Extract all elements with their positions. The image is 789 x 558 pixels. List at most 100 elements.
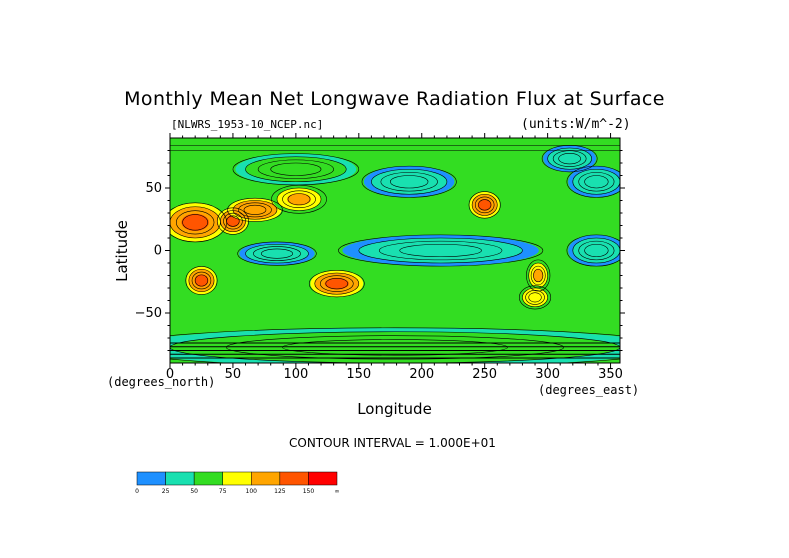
contour-line: [380, 172, 438, 192]
field-feature-tropical-atlantic: [572, 238, 620, 263]
contour-line: [578, 240, 615, 261]
contour-line: [314, 272, 360, 295]
y-unit-note: (degrees_north): [107, 375, 216, 389]
contour-line: [182, 214, 209, 231]
colorbar-label: ∞: [335, 488, 340, 495]
contour-line: [566, 165, 620, 198]
contour-line: [271, 184, 327, 214]
contour-line: [232, 200, 278, 220]
colorbar-label: 150: [303, 488, 315, 495]
contour-line: [282, 190, 316, 208]
contour-line: [533, 268, 544, 283]
contour-line: [282, 339, 508, 356]
contour-line: [389, 175, 429, 189]
colorbar-swatch: [222, 471, 252, 486]
contour-interval-label: CONTOUR INTERVAL = 1.000E+01: [289, 436, 496, 450]
contour-line: [474, 196, 495, 214]
contour-line: [478, 199, 492, 211]
x-tick-label: 250: [472, 367, 497, 382]
field-feature-patagonia: [522, 288, 548, 307]
contour-line: [530, 265, 546, 286]
field-feature-core: [324, 277, 349, 290]
contour-line: [245, 243, 309, 264]
contour-line: [558, 153, 581, 165]
contour-line: [325, 278, 349, 290]
x-tick-label: 100: [283, 367, 308, 382]
field-feature-greenland: [547, 148, 592, 170]
colorbar-swatch: [136, 471, 166, 486]
x-tick-label: 0: [166, 367, 174, 382]
x-axis-label: Longitude: [357, 400, 432, 418]
contour-line: [526, 259, 551, 292]
y-tick-label: 50: [145, 181, 162, 196]
contour-line: [227, 197, 283, 222]
contour-line: [572, 168, 620, 195]
field-feature-tropical-indian: [245, 244, 309, 263]
field-feature-north-pacific: [371, 169, 447, 195]
contour-line: [471, 193, 498, 216]
field-feature-antarctic: [170, 331, 620, 363]
contour-line: [175, 210, 215, 235]
contour-line: [260, 248, 294, 259]
colorbar-swatch: [193, 471, 223, 486]
colorbar-swatch: [251, 471, 281, 486]
x-tick-label: 200: [409, 367, 434, 382]
field-feature-siberia: [245, 156, 347, 182]
contour-line: [378, 240, 503, 261]
contour-line: [319, 275, 354, 292]
x-tick-label: 350: [598, 367, 623, 382]
contour-line: [276, 187, 322, 211]
field-feature-core: [242, 204, 268, 216]
contour-line: [257, 159, 334, 179]
colorbar-label: 50: [190, 488, 198, 495]
field-feature-core: [532, 268, 544, 283]
contour-line: [170, 327, 620, 363]
chart-title: Monthly Mean Net Longwave Radiation Flux…: [124, 88, 665, 110]
file-label: [NLWRS_1953-10_NCEP.nc]: [171, 118, 324, 131]
colorbar-swatch: [165, 471, 195, 486]
contour-line: [245, 156, 347, 183]
x-tick-label: 150: [346, 367, 371, 382]
contour-line: [185, 266, 218, 295]
colorbar-label: 75: [219, 488, 227, 495]
field-feature-core: [286, 193, 312, 206]
contour-line: [191, 271, 212, 290]
field-feature-core: [194, 274, 209, 287]
field-feature-north-atlantic: [572, 169, 620, 195]
contour-line: [308, 270, 365, 298]
colorbar-label: 100: [246, 488, 258, 495]
field-feature-core: [181, 213, 210, 231]
field-feature-tropical-pacific: [358, 238, 523, 263]
contour-line: [584, 175, 609, 189]
contour-line: [188, 268, 215, 293]
units-label: (units:W/m^-2): [521, 117, 631, 132]
colorbar-label: 125: [274, 488, 286, 495]
contour-line: [566, 234, 620, 267]
contour-line: [238, 202, 272, 218]
contour-line: [226, 215, 240, 227]
y-tick-label: 0: [154, 244, 162, 259]
x-tick-label: 50: [225, 367, 242, 382]
colorbar-swatch: [308, 471, 338, 486]
contour-line: [468, 191, 501, 219]
contour-line: [584, 243, 609, 258]
contour-line: [361, 165, 457, 198]
contour-line: [270, 162, 322, 176]
colorbar-label: 25: [162, 488, 170, 495]
contour-line: [253, 246, 301, 261]
x-unit-note: (degrees_east): [538, 383, 640, 397]
colorbar-label: 0: [135, 488, 139, 495]
contour-line: [525, 290, 545, 305]
contour-line: [578, 172, 615, 192]
contour-line: [232, 153, 360, 186]
contour-line: [358, 237, 523, 264]
contour-line: [338, 234, 544, 267]
contour-line: [528, 292, 542, 303]
contour-line: [572, 237, 620, 264]
contour-line: [243, 204, 267, 215]
contour-line: [519, 285, 552, 310]
contour-line: [371, 168, 448, 195]
contour-line: [522, 287, 548, 308]
contour-line: [170, 331, 620, 363]
